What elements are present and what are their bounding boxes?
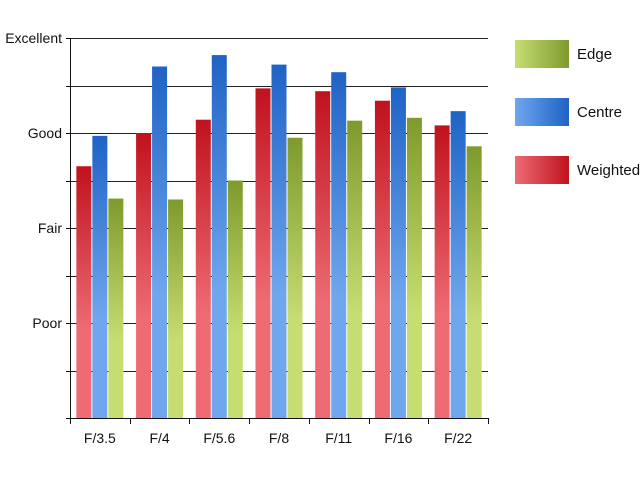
x-tick-label: F/4 bbox=[149, 430, 169, 446]
bar-edge-f56 bbox=[227, 180, 243, 418]
legend-label-centre: Centre bbox=[577, 104, 623, 121]
legend-item-centre: Centre bbox=[515, 98, 640, 126]
bar-centre-f22 bbox=[450, 111, 466, 419]
x-tick-label: F/5.6 bbox=[203, 430, 235, 446]
bar-edge-f8 bbox=[287, 137, 303, 418]
legend-swatch-weighted bbox=[515, 156, 569, 184]
bar-weighted-f35 bbox=[76, 166, 92, 418]
y-tick-label-excellent: Excellent bbox=[5, 30, 62, 46]
y-tick-label-good: Good bbox=[28, 125, 62, 141]
bar-centre-f16 bbox=[390, 87, 406, 419]
legend-swatch-edge bbox=[515, 40, 569, 68]
axes bbox=[66, 38, 489, 424]
y-tick-labels: Poor Fair Good Excellent bbox=[5, 30, 62, 331]
bar-centre-f4 bbox=[152, 66, 168, 418]
legend-label-weighted: Weighted bbox=[577, 162, 640, 179]
bar-weighted-f11 bbox=[315, 91, 331, 418]
bar-weighted-f4 bbox=[136, 133, 152, 418]
x-tick-labels: F/3.5 F/4 F/5.6 F/8 F/11 F/16 F/22 bbox=[84, 430, 472, 446]
y-tick-label-fair: Fair bbox=[38, 220, 62, 236]
bar-centre-f8 bbox=[271, 64, 287, 418]
bar-edge-f22 bbox=[466, 146, 482, 419]
bar-edge-f16 bbox=[406, 117, 422, 419]
bar-centre-f56 bbox=[211, 55, 227, 418]
bar-centre-f11 bbox=[331, 72, 347, 418]
bar-weighted-f22 bbox=[434, 125, 450, 419]
bar-edge-f35 bbox=[108, 198, 124, 418]
x-tick-label: F/22 bbox=[444, 430, 472, 446]
x-tick-label: F/3.5 bbox=[84, 430, 116, 446]
legend-item-edge: Edge bbox=[515, 40, 640, 68]
legend-swatch-centre bbox=[515, 98, 569, 126]
bar-weighted-f56 bbox=[195, 119, 211, 418]
bar-weighted-f8 bbox=[255, 88, 271, 418]
legend-label-edge: Edge bbox=[577, 46, 613, 63]
x-tick-label: F/16 bbox=[384, 430, 412, 446]
bar-edge-f11 bbox=[347, 120, 363, 419]
bar-edge-f4 bbox=[168, 199, 184, 418]
y-tick-label-poor: Poor bbox=[32, 315, 62, 331]
bar-weighted-f16 bbox=[374, 100, 390, 418]
bar-centre-f35 bbox=[92, 135, 108, 418]
legend-item-weighted: Weighted bbox=[515, 156, 640, 184]
x-tick-label: F/8 bbox=[269, 430, 289, 446]
bars bbox=[76, 55, 482, 419]
x-tick-label: F/11 bbox=[325, 430, 352, 446]
